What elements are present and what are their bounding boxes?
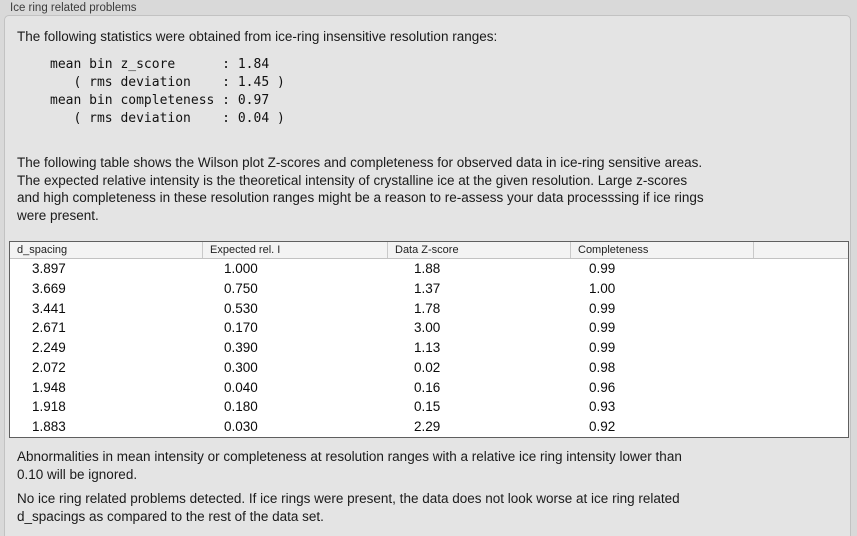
table-cell: 0.99 <box>589 320 616 336</box>
table-cell: 0.040 <box>224 379 258 395</box>
column-header-empty[interactable] <box>754 242 848 258</box>
table-cell: 0.99 <box>589 261 616 276</box>
table-body: 3.897 1.000 1.88 0.99 3.669 0.750 1.37 1.00 3.44… <box>10 259 848 438</box>
table-row[interactable]: 2.671 0.170 3.00 0.99 <box>10 318 848 339</box>
table-row[interactable]: 3.441 0.530 1.78 0.99 <box>10 298 848 319</box>
table-row[interactable]: 1.948 0.040 0.16 0.96 <box>10 377 848 398</box>
table-cell: 2.249 <box>32 340 66 356</box>
table-cell: 0.030 <box>224 419 258 435</box>
table-row[interactable]: 2.072 0.300 0.02 0.98 <box>10 357 848 378</box>
table-cell: 1.88 <box>414 261 441 276</box>
table-cell: 0.390 <box>224 340 258 356</box>
table-cell: 0.16 <box>414 379 441 395</box>
table-cell: 0.180 <box>224 399 258 415</box>
table-cell-empty <box>754 299 848 319</box>
table-cell: 1.948 <box>32 379 66 395</box>
table-cell: 0.170 <box>224 320 258 336</box>
table-cell-empty <box>754 259 848 279</box>
table-row[interactable]: 1.883 0.030 2.29 0.92 <box>10 417 848 438</box>
table-cell: 1.883 <box>32 419 66 435</box>
column-header-d-spacing[interactable]: d_spacing <box>10 242 203 258</box>
conclusion-text: No ice ring related problems detected. I… <box>17 491 680 524</box>
ice-ring-groupbox: The following statistics were obtained f… <box>4 15 851 536</box>
table-cell: 1.78 <box>414 300 441 316</box>
table-header-row: d_spacing Expected rel. I Data Z-score Comp… <box>10 242 848 259</box>
table-cell-empty <box>754 358 848 378</box>
table-cell: 0.530 <box>224 300 258 316</box>
table-row[interactable]: 3.897 1.000 1.88 0.99 <box>10 259 848 279</box>
statistics-values-block: mean bin z_score : 1.84 ( rms deviation … <box>50 57 285 126</box>
ice-ring-table: d_spacing Expected rel. I Data Z-score Comp… <box>9 241 849 438</box>
table-cell: 0.98 <box>589 359 616 375</box>
table-cell: 1.000 <box>224 261 258 276</box>
table-cell: 1.13 <box>414 340 441 356</box>
column-header-expected-rel-i[interactable]: Expected rel. I <box>203 242 388 258</box>
statistics-intro-text: The following statistics were obtained f… <box>17 29 498 44</box>
ignore-threshold-note: Abnormalities in mean intensity or compl… <box>17 449 682 482</box>
table-cell: 0.15 <box>414 399 441 415</box>
table-row[interactable]: 3.669 0.750 1.37 1.00 <box>10 278 848 299</box>
table-cell: 2.671 <box>32 320 66 336</box>
table-cell-empty <box>754 417 848 437</box>
table-cell: 0.92 <box>589 419 616 435</box>
table-cell: 3.00 <box>414 320 441 336</box>
table-cell-empty <box>754 279 848 299</box>
column-header-completeness[interactable]: Completeness <box>571 242 754 258</box>
table-cell: 0.99 <box>589 340 616 356</box>
table-cell: 0.300 <box>224 359 258 375</box>
table-description-text: The following table shows the Wilson plo… <box>17 155 704 224</box>
table-cell: 0.99 <box>589 300 616 316</box>
table-cell: 0.02 <box>414 359 441 375</box>
table-cell-empty <box>754 397 848 417</box>
table-cell-empty <box>754 378 848 398</box>
table-cell: 3.441 <box>32 300 66 316</box>
table-cell: 1.918 <box>32 399 66 415</box>
table-cell-empty <box>754 338 848 358</box>
panel-title: Ice ring related problems <box>10 2 137 14</box>
table-cell: 3.897 <box>32 261 66 276</box>
table-cell: 2.29 <box>414 419 441 435</box>
table-row[interactable]: 1.918 0.180 0.15 0.93 <box>10 397 848 418</box>
table-cell: 2.072 <box>32 359 66 375</box>
column-header-data-z-score[interactable]: Data Z-score <box>388 242 571 258</box>
table-cell-empty <box>754 318 848 338</box>
table-cell: 0.96 <box>589 379 616 395</box>
table-row[interactable]: 2.249 0.390 1.13 0.99 <box>10 338 848 358</box>
table-cell: 3.669 <box>32 280 66 296</box>
table-cell: 0.750 <box>224 280 258 296</box>
table-cell: 0.93 <box>589 399 616 415</box>
table-cell: 1.00 <box>589 280 616 296</box>
table-cell: 1.37 <box>414 280 441 296</box>
